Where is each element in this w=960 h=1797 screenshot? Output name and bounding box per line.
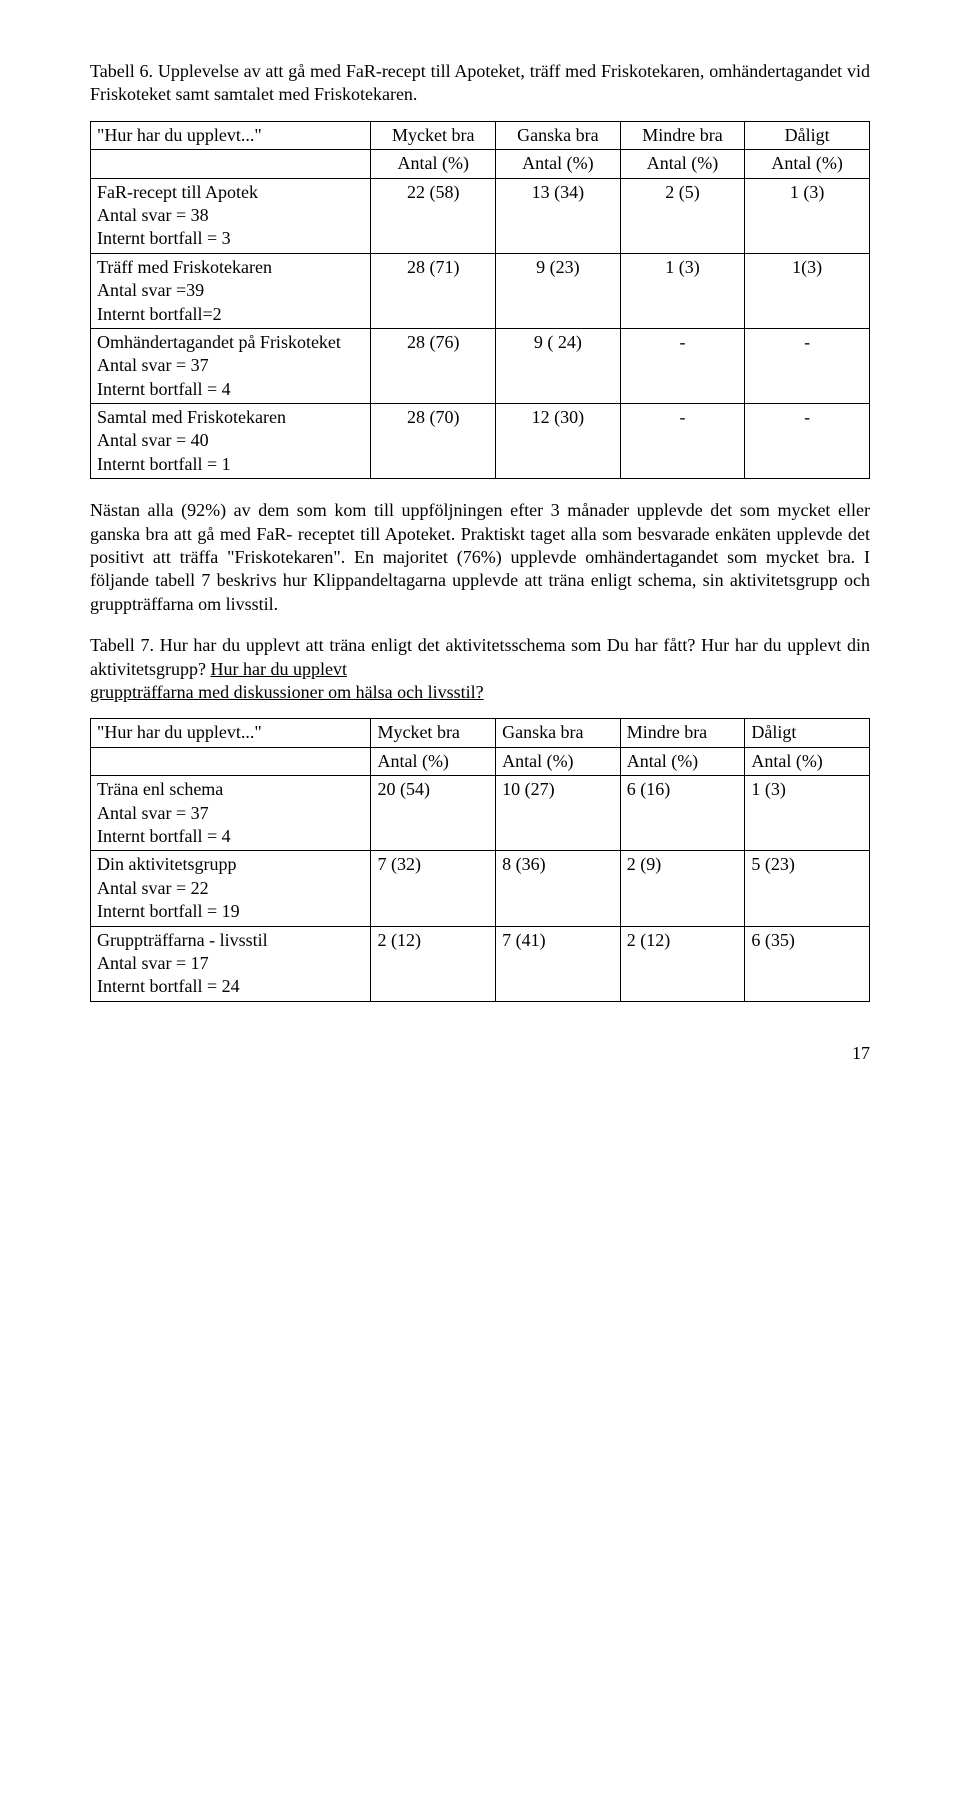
table7-h2-c4: Antal (%) — [745, 747, 870, 775]
table6-r1-label: Träff med Friskotekaren Antal svar =39 I… — [91, 253, 371, 328]
table6-caption: Tabell 6. Upplevelse av att gå med FaR-r… — [90, 60, 870, 107]
table6-r3-c3: - — [620, 404, 745, 479]
table7-r0-c3: 6 (16) — [620, 776, 745, 851]
table7-h2-c3: Antal (%) — [620, 747, 745, 775]
table7-r1-c4: 5 (23) — [745, 851, 870, 926]
table6-r2-c4: - — [745, 328, 870, 403]
table7: "Hur har du upplevt..." Mycket bra Gansk… — [90, 718, 870, 1001]
table7-caption-prefix: Tabell 7. Hur har du upplevt att träna e… — [90, 635, 870, 678]
table-row: FaR-recept till Apotek Antal svar = 38 I… — [91, 178, 870, 253]
table7-r0-c4: 1 (3) — [745, 776, 870, 851]
table6-h2-c1: Antal (%) — [371, 150, 496, 178]
table6-r2-c2: 9 ( 24) — [496, 328, 621, 403]
table7-r0-label: Träna enl schema Antal svar = 37 Internt… — [91, 776, 371, 851]
table7-r1-c3: 2 (9) — [620, 851, 745, 926]
table6-r1-c4: 1(3) — [745, 253, 870, 328]
table6-r0-c2: 13 (34) — [496, 178, 621, 253]
table-row: Din aktivitetsgrupp Antal svar = 22 Inte… — [91, 851, 870, 926]
table6-r2-c3: - — [620, 328, 745, 403]
table6-h1-c0: "Hur har du upplevt..." — [91, 121, 371, 149]
table6: "Hur har du upplevt..." Mycket bra Gansk… — [90, 121, 870, 479]
table6-r1-c2: 9 (23) — [496, 253, 621, 328]
table6-r1-c3: 1 (3) — [620, 253, 745, 328]
table6-h1-c1: Mycket bra — [371, 121, 496, 149]
table6-r2-c1: 28 (76) — [371, 328, 496, 403]
body-paragraph: Nästan alla (92%) av dem som kom till up… — [90, 499, 870, 616]
table6-h2-c0 — [91, 150, 371, 178]
table7-r1-label: Din aktivitetsgrupp Antal svar = 22 Inte… — [91, 851, 371, 926]
table6-r0-label: FaR-recept till Apotek Antal svar = 38 I… — [91, 178, 371, 253]
table7-caption: Tabell 7. Hur har du upplevt att träna e… — [90, 634, 870, 704]
table7-r2-c2: 7 (41) — [496, 926, 621, 1001]
table6-h2-c4: Antal (%) — [745, 150, 870, 178]
page-number: 17 — [90, 1042, 870, 1065]
table7-r0-c2: 10 (27) — [496, 776, 621, 851]
table7-r2-c4: 6 (35) — [745, 926, 870, 1001]
table7-h1-c3: Mindre bra — [620, 719, 745, 747]
table7-h1-c4: Dåligt — [745, 719, 870, 747]
table7-r1-c1: 7 (32) — [371, 851, 496, 926]
table6-h2-c2: Antal (%) — [496, 150, 621, 178]
table7-h2-c1: Antal (%) — [371, 747, 496, 775]
table6-h1-c4: Dåligt — [745, 121, 870, 149]
table6-header-row1: "Hur har du upplevt..." Mycket bra Gansk… — [91, 121, 870, 149]
table7-h1-c0: "Hur har du upplevt..." — [91, 719, 371, 747]
table7-header-row1: "Hur har du upplevt..." Mycket bra Gansk… — [91, 719, 870, 747]
table6-r3-c2: 12 (30) — [496, 404, 621, 479]
table7-r2-label: Gruppträffarna - livsstil Antal svar = 1… — [91, 926, 371, 1001]
table6-h2-c3: Antal (%) — [620, 150, 745, 178]
table7-h1-c2: Ganska bra — [496, 719, 621, 747]
table-row: Gruppträffarna - livsstil Antal svar = 1… — [91, 926, 870, 1001]
table6-header-row2: Antal (%) Antal (%) Antal (%) Antal (%) — [91, 150, 870, 178]
table6-h1-c2: Ganska bra — [496, 121, 621, 149]
table6-r0-c3: 2 (5) — [620, 178, 745, 253]
table6-r0-c4: 1 (3) — [745, 178, 870, 253]
table7-h2-c2: Antal (%) — [496, 747, 621, 775]
table6-r2-label: Omhändertagandet på Friskoteket Antal sv… — [91, 328, 371, 403]
table-row: Samtal med Friskotekaren Antal svar = 40… — [91, 404, 870, 479]
table-row: Träna enl schema Antal svar = 37 Internt… — [91, 776, 870, 851]
table6-r1-c1: 28 (71) — [371, 253, 496, 328]
table7-h1-c1: Mycket bra — [371, 719, 496, 747]
table6-r0-c1: 22 (58) — [371, 178, 496, 253]
table7-h2-c0 — [91, 747, 371, 775]
table-row: Träff med Friskotekaren Antal svar =39 I… — [91, 253, 870, 328]
table6-r3-c1: 28 (70) — [371, 404, 496, 479]
table6-r3-label: Samtal med Friskotekaren Antal svar = 40… — [91, 404, 371, 479]
table7-r1-c2: 8 (36) — [496, 851, 621, 926]
table-row: Omhändertagandet på Friskoteket Antal sv… — [91, 328, 870, 403]
table7-r2-c3: 2 (12) — [620, 926, 745, 1001]
table6-h1-c3: Mindre bra — [620, 121, 745, 149]
table6-r3-c4: - — [745, 404, 870, 479]
table7-header-row2: Antal (%) Antal (%) Antal (%) Antal (%) — [91, 747, 870, 775]
table7-r0-c1: 20 (54) — [371, 776, 496, 851]
table7-r2-c1: 2 (12) — [371, 926, 496, 1001]
